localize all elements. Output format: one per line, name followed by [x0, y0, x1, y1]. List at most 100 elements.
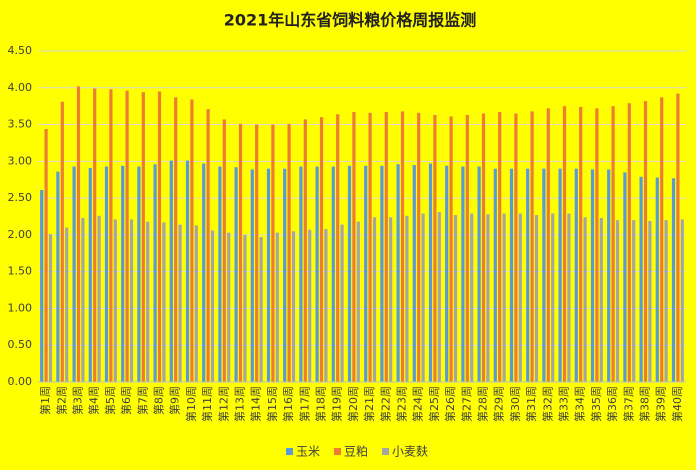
- bar: [627, 103, 631, 383]
- bar: [287, 123, 291, 382]
- x-tick-label: 第21周: [362, 386, 376, 422]
- bar: [319, 117, 324, 382]
- x-tick-label: 第30周: [508, 386, 522, 422]
- bar: [234, 167, 238, 382]
- x-tick-label: 第8周: [152, 386, 166, 415]
- bar: [275, 232, 279, 382]
- y-tick-label: 3.50: [8, 118, 33, 131]
- bar: [227, 232, 231, 382]
- legend-label: 豆粕: [344, 444, 368, 459]
- bar: [336, 114, 340, 382]
- bar: [465, 114, 469, 382]
- bar: [109, 89, 113, 382]
- x-tick-label: 第4周: [87, 386, 101, 415]
- bar: [141, 92, 145, 383]
- bar: [680, 219, 684, 382]
- bar: [340, 224, 344, 382]
- bar: [255, 124, 259, 383]
- x-tick-label: 第24周: [411, 386, 425, 422]
- bar: [660, 97, 664, 382]
- bar: [93, 88, 97, 382]
- bar: [283, 168, 287, 382]
- bar: [40, 190, 44, 382]
- y-tick-label: 3.00: [8, 154, 33, 167]
- bar: [567, 213, 571, 382]
- bar: [72, 166, 76, 382]
- bar: [389, 217, 393, 382]
- bar: [493, 168, 497, 382]
- bar: [76, 86, 81, 382]
- x-tick-label: 第12周: [216, 386, 230, 422]
- x-tick-label: 第39周: [654, 386, 668, 422]
- bar: [453, 215, 458, 382]
- x-tick-label: 第37周: [621, 386, 635, 422]
- bar: [121, 165, 125, 382]
- bar: [352, 112, 356, 382]
- bar: [60, 101, 64, 383]
- bar: [299, 166, 303, 382]
- x-tick-label: 第7周: [135, 386, 149, 415]
- bar: [315, 166, 319, 382]
- bar: [433, 114, 437, 382]
- bar: [88, 167, 92, 382]
- bar: [331, 166, 335, 382]
- bar: [449, 116, 453, 382]
- bar: [202, 163, 206, 382]
- legend-label: 玉米: [296, 445, 320, 459]
- bar: [65, 227, 69, 382]
- x-tick-label: 第22周: [378, 386, 392, 422]
- bar: [347, 165, 352, 382]
- bar: [356, 221, 360, 382]
- bar: [421, 213, 425, 382]
- legend-marker: [286, 448, 293, 455]
- bar: [546, 108, 550, 382]
- bar: [639, 176, 643, 382]
- bar: [437, 212, 441, 382]
- bar: [643, 101, 648, 383]
- bar: [146, 221, 150, 382]
- x-tick-label: 第40周: [670, 386, 684, 422]
- y-tick-label: 1.50: [8, 265, 33, 278]
- bar: [368, 112, 372, 382]
- bar: [243, 234, 247, 382]
- bar: [599, 217, 603, 382]
- bar: [470, 213, 474, 382]
- y-tick-label: 2.00: [8, 228, 33, 241]
- x-tick-label: 第2周: [54, 386, 68, 415]
- bar: [607, 169, 611, 382]
- bar: [509, 168, 514, 382]
- y-tick-label: 0.00: [8, 375, 33, 388]
- bar: [574, 168, 578, 382]
- bar: [611, 106, 615, 383]
- x-tick-label: 第15周: [265, 386, 279, 422]
- bar: [153, 164, 157, 382]
- bar: [558, 168, 562, 382]
- bar: [615, 220, 620, 382]
- x-tick-label: 第29周: [492, 386, 506, 422]
- x-tick-label: 第5周: [103, 386, 117, 415]
- bar: [162, 222, 166, 382]
- bar: [97, 215, 101, 382]
- bar: [502, 213, 506, 382]
- bar: [526, 168, 530, 382]
- x-tick-label: 第6周: [119, 386, 133, 415]
- chart-title: 2021年山东省饲料粮价格周报监测: [224, 11, 477, 30]
- bar: [308, 229, 312, 382]
- x-tick-label: 第10周: [184, 386, 198, 422]
- x-tick-label: 第19周: [330, 386, 344, 422]
- bar: [445, 165, 449, 382]
- bar: [324, 229, 328, 382]
- bar: [518, 213, 522, 382]
- bar: [113, 219, 117, 382]
- x-tick-label: 第28周: [476, 386, 490, 422]
- bar: [178, 224, 182, 382]
- bar: [530, 111, 534, 382]
- bar: [364, 165, 368, 382]
- bar: [56, 171, 60, 382]
- bar: [486, 214, 490, 382]
- bar: [104, 166, 109, 382]
- bar: [266, 168, 271, 382]
- y-tick-label: 1.00: [8, 301, 33, 314]
- x-tick-label: 第33周: [557, 386, 571, 422]
- bar: [44, 128, 48, 382]
